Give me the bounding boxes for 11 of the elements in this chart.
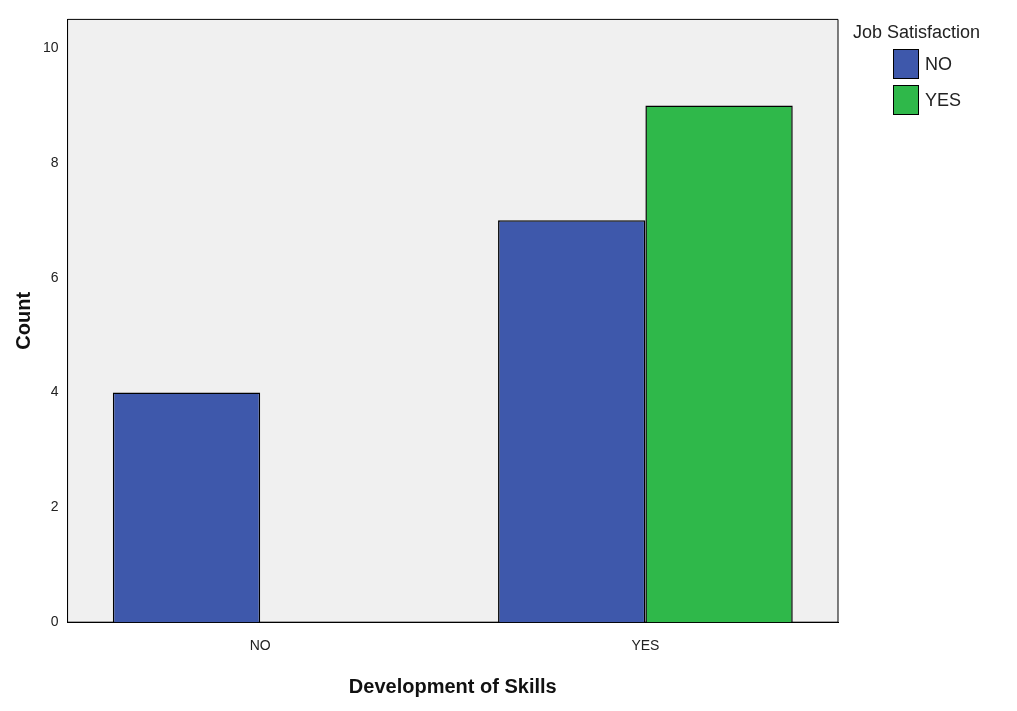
y-tick-label: 2: [50, 498, 59, 515]
y-tick-label: 6: [50, 268, 59, 285]
y-tick-label: 10: [42, 38, 59, 55]
x-axis-title: Development of Skills: [348, 674, 557, 697]
y-tick-label: 8: [50, 153, 59, 170]
y-tick-label: 0: [50, 613, 59, 630]
legend-label: YES: [925, 89, 962, 111]
y-tick-label: 4: [50, 383, 59, 400]
legend-label: NO: [925, 53, 952, 75]
legend-title: Job Satisfaction: [853, 22, 982, 43]
y-axis-title: Count: [11, 291, 34, 350]
